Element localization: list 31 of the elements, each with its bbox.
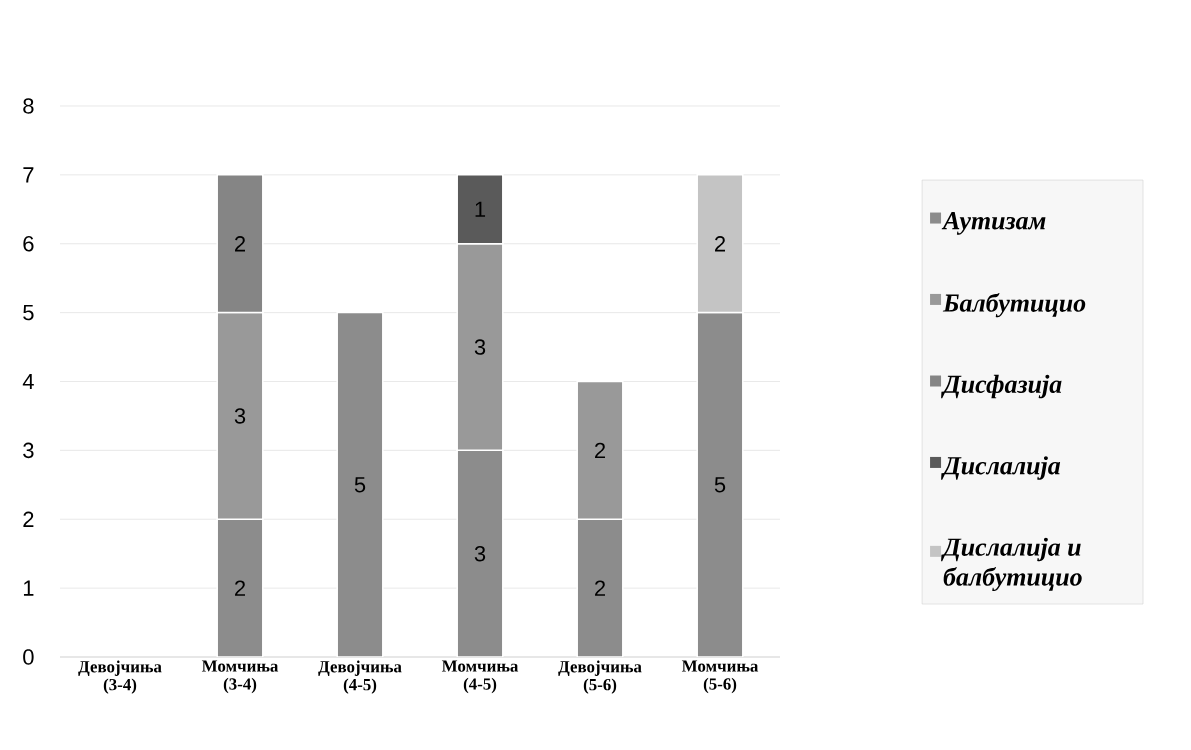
x-tick-label: Момчиња (3-4) [201,660,279,694]
legend-label: Балбутицио [942,293,1086,318]
y-tick-label: 3 [23,442,34,459]
data-label: 2 [715,236,726,252]
legend-label: Дислалија [941,456,1061,480]
legend-label: Дислалија и балбутицио [941,537,1082,592]
legend-label: Аутизам [941,212,1046,235]
data-label: 5 [714,477,726,493]
x-tick-label: Момчиња (5-6) [681,660,759,694]
data-label: 1 [475,201,486,217]
data-label: 2 [595,442,605,459]
x-tick-label: Момчиња (4-5) [441,660,519,694]
data-label: 3 [234,408,246,424]
y-tick-label: 6 [23,235,34,252]
y-tick-label: 4 [22,373,34,390]
y-tick-label: 2 [23,511,34,527]
y-tick-label: 0 [23,649,34,665]
x-tick-label: Девојчиња (5-6) [558,660,642,694]
y-tick-label: 1 [23,580,34,596]
x-tick-label: Девојчиња (4-5) [318,660,402,694]
data-label: 2 [595,580,605,596]
x-tick-label: Девојчиња (3-4) [78,660,162,694]
data-label: 5 [354,477,366,493]
legend-label: Дисфазија [941,374,1062,399]
data-label: 3 [474,339,486,355]
data-label: 2 [235,580,245,596]
y-tick-label: 5 [23,304,34,321]
data-label: 3 [474,545,486,562]
data-label: 2 [235,236,245,252]
y-tick-label: 8 [23,98,34,114]
y-tick-label: 7 [23,167,34,183]
